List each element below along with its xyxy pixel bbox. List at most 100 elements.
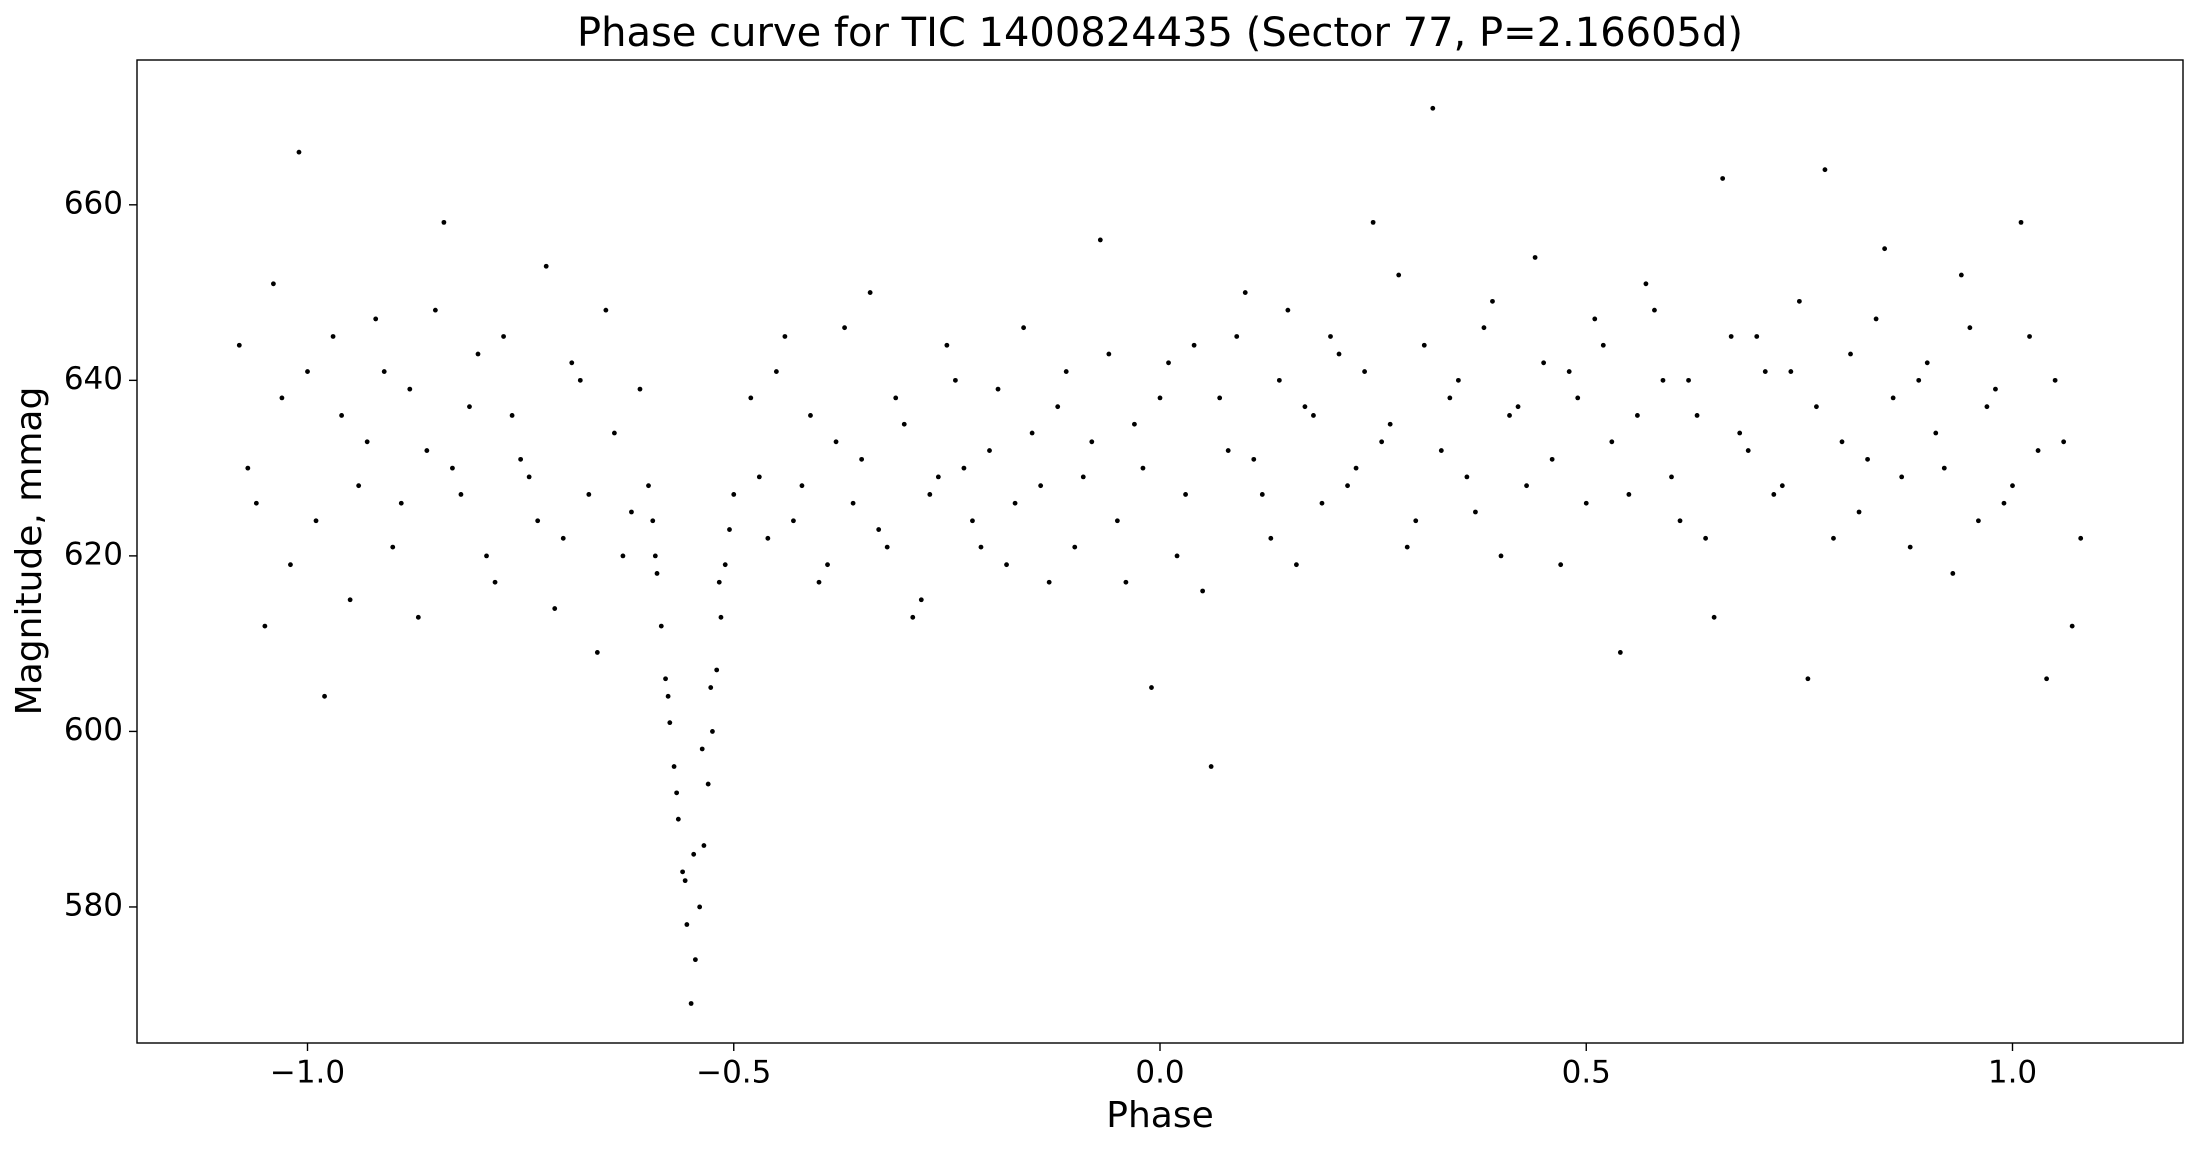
- data-point: [1183, 492, 1188, 497]
- data-point: [1353, 465, 1359, 471]
- data-point: [2018, 219, 2024, 225]
- data-point: [1958, 272, 1964, 278]
- data-point: [1626, 492, 1632, 497]
- data-point: [699, 746, 705, 752]
- data-point: [1447, 395, 1453, 401]
- data-point: [1549, 456, 1555, 462]
- data-point: [1379, 439, 1385, 445]
- data-point: [1012, 500, 1018, 506]
- data-point: [322, 693, 327, 699]
- chart-title: Phase curve for TIC 1400824435 (Sector 7…: [577, 10, 1743, 56]
- data-point: [727, 527, 732, 532]
- data-point: [884, 544, 890, 550]
- data-point: [748, 395, 754, 401]
- data-point: [1652, 307, 1657, 313]
- data-point: [339, 413, 344, 418]
- data-point: [710, 729, 715, 734]
- data-point: [1396, 272, 1402, 278]
- data-point: [1123, 579, 1129, 585]
- data-point: [1993, 386, 1998, 392]
- data-point: [876, 527, 882, 532]
- data-point: [953, 377, 958, 383]
- data-point: [356, 483, 362, 489]
- data-point: [1677, 518, 1683, 524]
- data-point: [1311, 413, 1316, 418]
- data-point: [1498, 553, 1504, 559]
- data-point: [1387, 421, 1393, 427]
- data-point: [1268, 535, 1274, 541]
- data-point: [398, 500, 404, 506]
- data-point: [1294, 562, 1299, 568]
- data-point: [1566, 369, 1572, 374]
- data-point: [2027, 334, 2032, 339]
- data-point: [1029, 430, 1035, 436]
- data-point: [893, 395, 899, 401]
- data-point: [1609, 439, 1615, 445]
- data-point: [288, 562, 293, 568]
- data-point: [1507, 413, 1512, 418]
- data-point: [663, 676, 668, 682]
- data-point: [1754, 334, 1760, 339]
- data-point: [680, 869, 685, 875]
- data-point: [262, 623, 268, 629]
- data-point: [791, 518, 796, 524]
- data-point: [808, 413, 813, 418]
- data-point: [2001, 500, 2007, 506]
- data-point: [1583, 500, 1589, 506]
- data-point: [1004, 562, 1009, 568]
- data-point: [1251, 456, 1257, 462]
- data-point: [1575, 395, 1581, 401]
- data-point: [2010, 483, 2015, 489]
- data-point: [1916, 377, 1922, 383]
- data-point: [236, 342, 242, 348]
- data-point: [492, 579, 498, 585]
- data-point: [1711, 614, 1717, 620]
- data-point: [552, 606, 558, 611]
- data-point: [859, 456, 865, 462]
- data-point: [646, 483, 651, 489]
- data-point: [612, 430, 617, 436]
- data-point: [665, 693, 671, 699]
- data-point: [1200, 588, 1206, 594]
- data-point: [543, 263, 549, 269]
- data-point: [1907, 544, 1913, 550]
- data-point: [1208, 764, 1214, 769]
- data-point: [1149, 685, 1154, 690]
- data-point: [1336, 351, 1342, 357]
- data-point: [1831, 535, 1836, 541]
- data-point: [667, 720, 673, 726]
- data-point: [347, 597, 353, 603]
- data-point: [637, 386, 643, 392]
- data-point: [1848, 351, 1853, 357]
- data-point: [773, 369, 779, 374]
- data-point: [701, 843, 707, 848]
- data-point: [782, 334, 788, 339]
- data-point: [475, 351, 481, 357]
- data-point: [1805, 676, 1811, 682]
- data-point: [586, 492, 592, 497]
- data-point: [1737, 430, 1743, 436]
- data-point: [603, 307, 609, 313]
- data-point: [313, 518, 319, 524]
- data-point: [1464, 474, 1470, 480]
- data-point: [867, 290, 873, 295]
- data-point: [390, 544, 396, 550]
- data-point: [1558, 562, 1564, 568]
- data-point: [1063, 369, 1069, 374]
- data-point: [1302, 404, 1308, 410]
- data-point: [1984, 404, 1990, 410]
- data-point: [1703, 535, 1708, 541]
- data-point: [1592, 316, 1598, 322]
- data-point: [1745, 448, 1751, 453]
- data-point: [1762, 369, 1768, 374]
- data-point: [2035, 448, 2041, 453]
- data-point: [1345, 483, 1350, 489]
- data-point: [1967, 325, 1973, 331]
- data-point: [594, 650, 600, 655]
- data-point: [1950, 571, 1956, 576]
- data-point: [850, 500, 856, 506]
- data-point: [1924, 360, 1930, 366]
- data-point: [799, 483, 805, 489]
- data-point: [682, 878, 688, 884]
- data-point: [716, 579, 722, 585]
